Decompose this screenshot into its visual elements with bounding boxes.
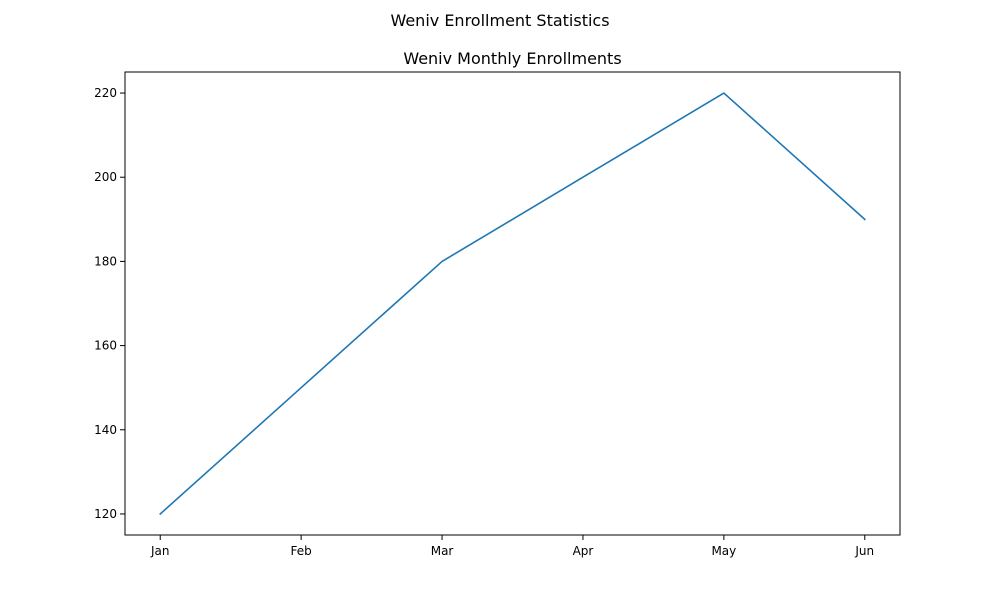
x-tick-label: Feb [291,544,312,558]
x-tick-label: Jun [854,544,874,558]
series-line [159,92,866,516]
figure-suptitle: Weniv Enrollment Statistics [390,11,609,30]
y-tick-label: 220 [94,86,117,100]
x-axis: Jan Feb Mar Apr May Jun [150,535,874,558]
x-tick-label: Jan [150,544,170,558]
y-tick-label: 140 [94,423,117,437]
y-tick-label: 180 [94,254,117,268]
y-tick-label: 200 [94,170,117,184]
x-tick-label: Apr [573,544,594,558]
x-tick-label: Mar [431,544,454,558]
x-tick-label: May [711,544,736,558]
axes-frame [124,71,901,536]
y-axis: 120 140 160 180 200 220 [94,86,125,521]
y-tick-label: 120 [94,507,117,521]
series-layer: Jan: 120Feb: 150Mar: 180Apr: 200May: 220… [159,92,866,516]
chart-title: Weniv Monthly Enrollments [403,49,621,68]
y-tick-label: 160 [94,339,117,353]
plot-area: 120 140 160 180 200 220 Jan Feb Mar Apr May Jun Ja… [94,71,901,558]
